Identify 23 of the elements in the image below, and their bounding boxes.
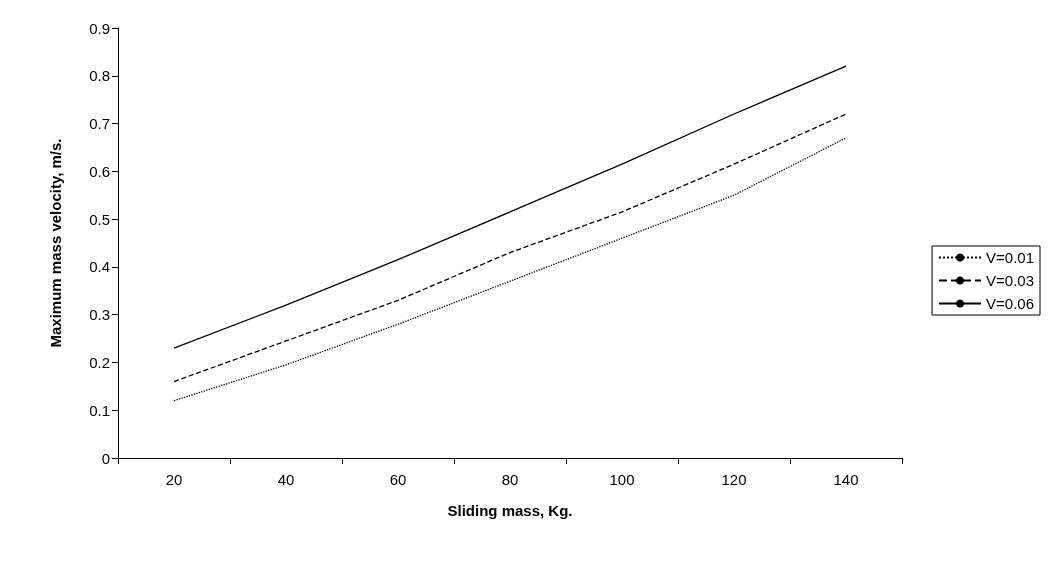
y-tick-label: 0.5 xyxy=(89,210,110,228)
legend-label: V=0.06 xyxy=(986,295,1035,312)
x-tick-label: 100 xyxy=(609,471,635,488)
x-tick-label: 80 xyxy=(501,471,519,488)
x-tick-label: 20 xyxy=(165,471,183,488)
y-tick-label: 0.6 xyxy=(89,162,110,180)
x-tick-label: 60 xyxy=(389,471,407,488)
legend-label: V=0.01 xyxy=(986,249,1035,266)
y-tick-label: 0.9 xyxy=(89,19,110,37)
y-tick-label: 0.3 xyxy=(89,306,110,324)
y-tick-label: 0.1 xyxy=(89,401,110,419)
x-tick-label: 120 xyxy=(721,471,747,488)
y-tick-label: 0.4 xyxy=(89,258,110,276)
y-tick-label: 0 xyxy=(101,449,110,467)
x-tick-label: 40 xyxy=(277,471,295,488)
x-axis-title: Sliding mass, Kg. xyxy=(447,502,573,519)
line-series xyxy=(173,65,847,349)
legend-label: V=0.03 xyxy=(986,272,1035,289)
y-tick-label: 0.8 xyxy=(89,67,110,85)
y-tick-label: 0.2 xyxy=(89,353,110,371)
y-tick-label: 0.7 xyxy=(89,115,110,133)
y-axis-title: Maximum mass velocity, m/s. xyxy=(47,138,64,348)
x-tick-label: 140 xyxy=(833,471,859,488)
